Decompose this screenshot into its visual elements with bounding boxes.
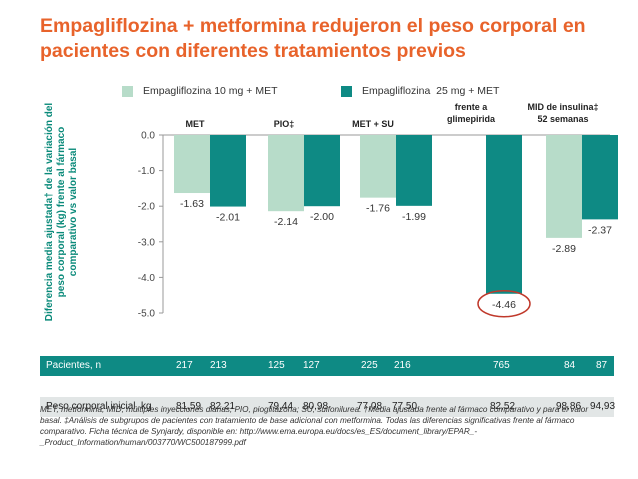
legend-item-10mg: Empagliflozina 10 mg + MET <box>122 84 278 98</box>
initial-weight-label: Peso corporal inicial, kg <box>46 401 152 412</box>
data-label: -2.89 <box>552 243 576 255</box>
y-tick-label: -1.0 <box>138 166 156 177</box>
data-label: -2.37 <box>588 224 612 236</box>
y-tick-label: 0.0 <box>141 131 155 142</box>
legend-label-10mg: Empagliflozina 10 mg + MET <box>143 85 278 97</box>
legend-item-25mg: Empagliflozina 25 mg + MET <box>341 84 499 98</box>
category-label: MET + SU <box>352 119 394 129</box>
weight-cell: 80,98 <box>303 401 329 412</box>
patients-cell: 217 <box>176 360 193 371</box>
weight-cell: 77,50 <box>392 401 418 412</box>
patients-cell: 765 <box>493 360 510 371</box>
footnote: MET, metformina; MID, múltiples inyeccio… <box>40 405 589 447</box>
legend-swatch-25mg <box>341 85 352 97</box>
category-label: frente a glimepirida <box>447 102 496 124</box>
data-label: -1.99 <box>402 211 426 223</box>
patients-cell: 84 <box>564 360 576 371</box>
weight-cell: 82,21 <box>210 401 236 412</box>
bar <box>174 135 210 194</box>
highlight-circle <box>477 290 531 318</box>
slide-title: Empagliflozina + metformina redujeron el… <box>40 14 630 64</box>
bar <box>268 135 304 212</box>
legend-swatch-10mg <box>122 85 133 97</box>
data-label: -1.76 <box>366 203 390 215</box>
weight-cell: 82,52 <box>490 401 516 412</box>
y-tick-label: -3.0 <box>138 237 156 248</box>
bar <box>304 135 340 207</box>
bar <box>360 135 396 198</box>
weight-cell: 77,08 <box>357 401 383 412</box>
category-label: MID de insulina‡ 52 semanas <box>527 102 598 124</box>
patients-cell: 127 <box>303 360 320 371</box>
legend-label-25mg: Empagliflozina 25 mg + MET <box>362 85 500 97</box>
category-label: PIO‡ <box>274 119 295 129</box>
bar <box>210 135 246 207</box>
bar <box>396 135 432 206</box>
data-label: -4.46 <box>492 299 516 311</box>
patients-row: Pacientes, n 217 213 125 127 225 216 765… <box>40 356 614 376</box>
y-tick-label: -4.0 <box>138 273 156 284</box>
patients-cell: 87 <box>596 360 608 371</box>
patients-cell: 125 <box>268 360 285 371</box>
data-label: -2.00 <box>310 211 334 223</box>
data-label: -1.63 <box>180 198 204 210</box>
bar <box>546 135 582 238</box>
bar <box>486 135 522 294</box>
patients-cell: 225 <box>361 360 378 371</box>
patients-row-label: Pacientes, n <box>46 360 102 371</box>
y-tick-label: -5.0 <box>138 309 156 320</box>
title-line-1: Empagliflozina + metformina redujeron el… <box>40 15 586 37</box>
patients-cell: 216 <box>394 360 411 371</box>
weight-cell: 81,59 <box>176 401 202 412</box>
initial-weight-row: Peso corporal inicial, kg 81,59 82,21 79… <box>40 397 616 417</box>
category-label: MET <box>186 119 206 129</box>
weight-cell: 98,86 <box>556 401 582 412</box>
title-line-2: pacientes con diferentes tratamientos pr… <box>40 40 466 62</box>
data-label: -2.01 <box>216 212 240 224</box>
bar <box>582 135 618 220</box>
y-tick-label: -2.0 <box>138 202 156 213</box>
data-label: -2.14 <box>274 216 298 228</box>
weight-cell: 94,93 <box>590 401 616 412</box>
weight-cell: 79,44 <box>268 401 294 412</box>
bar-chart: 0.0 -1.0 -2.0 -3.0 -4.0 -5.0 MET -1.63 -2.01 PIO‡… <box>138 102 618 320</box>
patients-cell: 213 <box>210 360 227 371</box>
